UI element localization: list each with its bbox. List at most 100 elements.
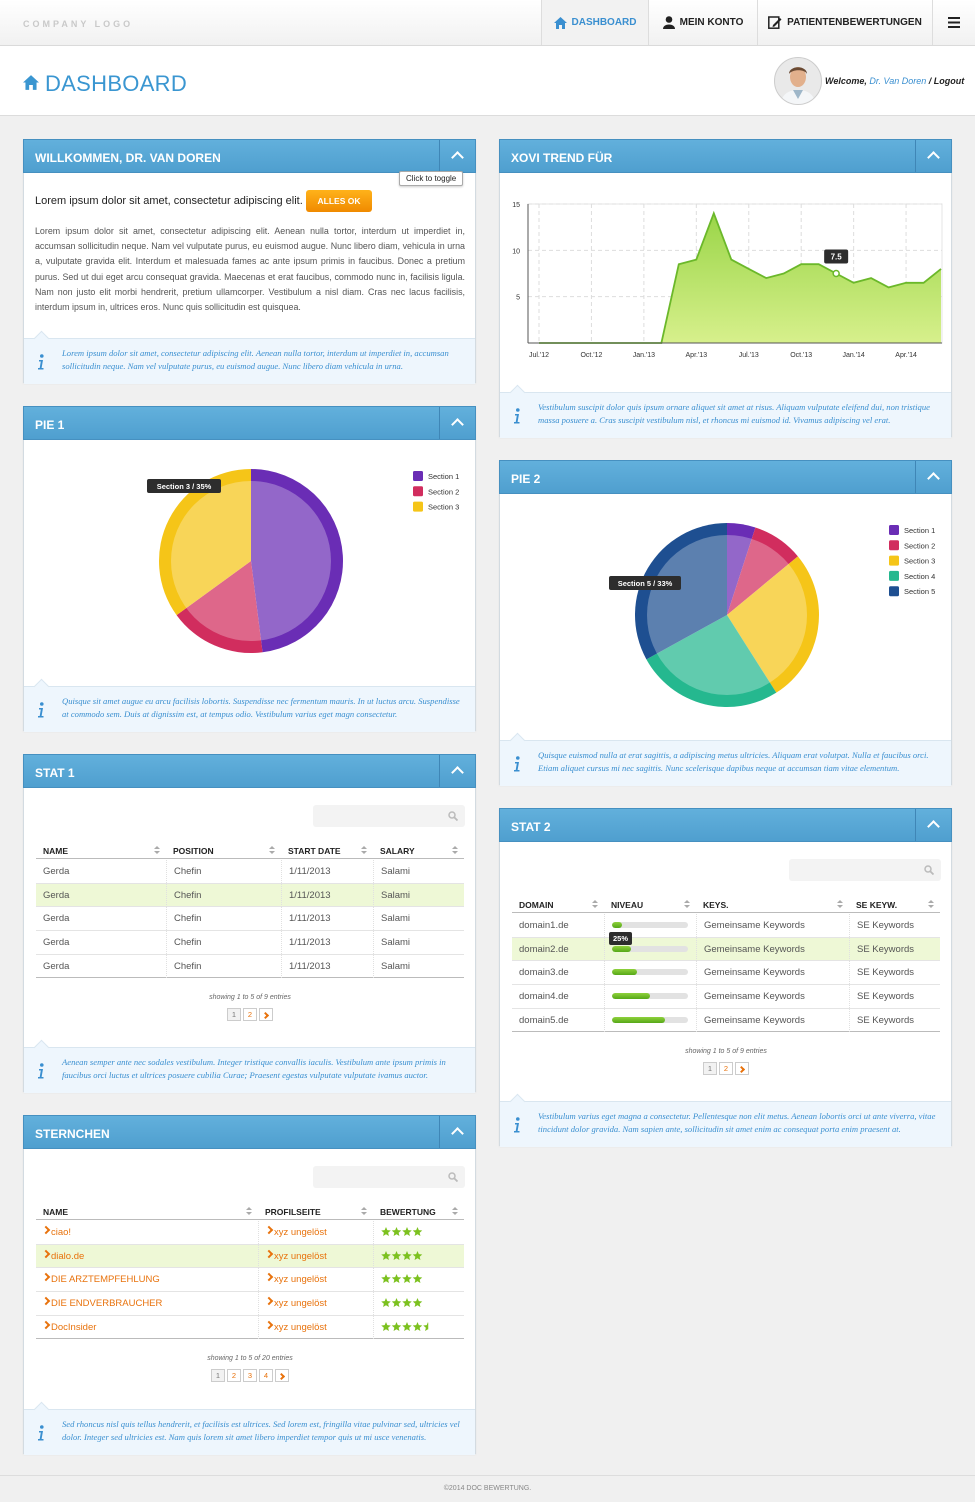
table-row: DIE ARZTEMPFEHLUNG xyz ungelöst: [36, 1268, 464, 1293]
level-bar: [612, 945, 631, 952]
column-header[interactable]: NAME: [36, 1204, 258, 1220]
cell-link[interactable]: xyz ungelöst: [274, 1321, 327, 1333]
star: [412, 1298, 423, 1308]
star: [381, 1274, 391, 1284]
column-header[interactable]: SE KEYW.: [849, 897, 940, 913]
cell-text: Salami: [381, 913, 411, 925]
table-cell: [604, 985, 696, 1009]
page-button[interactable]: 1: [703, 1062, 717, 1075]
toggle-button[interactable]: [439, 1116, 475, 1148]
cell-link[interactable]: DIE ENDVERBRAUCHER: [51, 1298, 163, 1310]
table-cell: 1/11/2013: [281, 954, 373, 978]
table-cell: [373, 1292, 464, 1316]
column-header[interactable]: DOMAIN: [512, 897, 604, 913]
cell-link[interactable]: DIE ARZTEMPFEHLUNG: [51, 1274, 160, 1286]
widget: STAT 1 NAME POSITION START DATE SALARY Gerda C…: [23, 754, 476, 1093]
level-track: [612, 1016, 688, 1023]
pagination-summary: showing 1 to 5 of 9 entries: [685, 1048, 767, 1055]
logout-link[interactable]: Logout: [933, 76, 965, 86]
search-icon-handle: [929, 870, 934, 875]
search-box[interactable]: [313, 1166, 465, 1188]
cell-link[interactable]: DocInsider: [51, 1321, 97, 1333]
column-header[interactable]: POSITION: [166, 843, 281, 859]
page-button[interactable]: 3: [243, 1369, 257, 1382]
column-header[interactable]: NAME: [36, 843, 166, 859]
toggle-button[interactable]: [915, 809, 951, 841]
table-cell: Chefin: [166, 954, 281, 978]
nav-item[interactable]: PATIENTENBEWERTUNGEN: [757, 0, 932, 45]
cell-link[interactable]: ciao!: [51, 1227, 72, 1238]
table-row: Gerda Chefin 1/11/2013 Salami: [36, 860, 464, 884]
column-header[interactable]: NIVEAU: [604, 897, 696, 913]
rating-stars: [381, 1227, 423, 1237]
x-tick-label: Apr.'14: [895, 352, 917, 359]
page-button[interactable]: 2: [719, 1062, 733, 1075]
page-button[interactable]: 1: [211, 1369, 225, 1382]
info-icon: [38, 1063, 44, 1079]
chevron-icon: [927, 820, 940, 833]
page-button[interactable]: 2: [227, 1369, 241, 1382]
cell-text: Salami: [381, 937, 411, 949]
info-icon: [38, 1425, 44, 1441]
page-button[interactable]: 2: [243, 1008, 257, 1021]
table-cell: Gemeinsame Keywords: [696, 914, 849, 937]
toggle-button[interactable]: [439, 140, 475, 172]
next-page-button[interactable]: [259, 1008, 273, 1021]
cell-text: domain1.de: [519, 920, 569, 931]
search-box[interactable]: [789, 859, 941, 881]
toggle-button[interactable]: [439, 755, 475, 787]
cell-link[interactable]: xyz ungelöst: [274, 1274, 327, 1286]
column-header[interactable]: SALARY: [373, 843, 464, 859]
menu-button[interactable]: [932, 0, 975, 45]
search-box[interactable]: [313, 805, 465, 827]
search-icon-handle: [453, 1177, 458, 1182]
legend-swatch: [413, 471, 423, 481]
data-table: NAME POSITION START DATE SALARY Gerda Chefin 1…: [36, 843, 464, 983]
legend-label: Section 2: [428, 487, 459, 496]
stars: [381, 1321, 429, 1331]
next-page-button[interactable]: [735, 1062, 749, 1075]
page-button[interactable]: 4: [259, 1369, 273, 1382]
chevron-icon: [927, 472, 940, 485]
star: [412, 1274, 423, 1284]
column-header[interactable]: KEYS.: [696, 897, 849, 913]
cell-link[interactable]: dialo.de: [51, 1250, 85, 1262]
search-icon-handle: [453, 816, 458, 821]
sort-icon: [452, 846, 458, 854]
company-logo[interactable]: COMPANY LOGO: [23, 19, 134, 29]
toggle-button[interactable]: [915, 461, 951, 493]
table-cell: domain4.de: [512, 985, 604, 1008]
cell-link[interactable]: xyz ungelöst: [274, 1227, 327, 1238]
page-button[interactable]: 1: [227, 1008, 241, 1021]
toggle-button[interactable]: [439, 407, 475, 439]
info-icon: [514, 756, 520, 772]
toggle-button[interactable]: [915, 140, 951, 172]
legend-swatch: [889, 586, 899, 597]
table-cell: Salami: [373, 931, 464, 955]
pie-tooltip-box: [609, 576, 681, 590]
info-icon-stem: [38, 360, 44, 370]
table-cell: Gemeinsame Keywords: [696, 1008, 849, 1032]
widget-title: PIE 2: [511, 472, 541, 486]
next-page-button[interactable]: [275, 1369, 289, 1382]
trend-chart: Jul.'12 Oct.'12 Jan.'13 Apr.'13 Jul.'13 Oct.'…: [512, 202, 943, 359]
cell-text: 1/11/2013: [289, 913, 331, 925]
column-header[interactable]: BEWERTUNG: [373, 1204, 464, 1220]
cell-text: Gemeinsame Keywords: [704, 991, 805, 1003]
level-bar: [612, 922, 622, 928]
pie-shade: [171, 481, 331, 641]
cell-text: Gerda: [43, 960, 70, 972]
nav-item[interactable]: MEIN KONTO: [648, 0, 757, 45]
user-link[interactable]: Dr. Van Doren: [869, 76, 927, 86]
table-row: DocInsider xyz ungelöst: [36, 1315, 464, 1340]
table-cell: Gerda: [36, 907, 166, 930]
cell-link[interactable]: xyz ungelöst: [274, 1298, 327, 1310]
column-header[interactable]: PROFILSEITE: [258, 1204, 373, 1220]
cell-text: Gerda: [43, 913, 70, 925]
ok-button[interactable]: ALLES OK: [306, 190, 372, 212]
cell-link[interactable]: xyz ungelöst: [274, 1250, 327, 1262]
avatar[interactable]: [774, 57, 822, 105]
nav-item[interactable]: DASHBOARD: [541, 0, 648, 45]
column-header[interactable]: START DATE: [281, 843, 373, 859]
